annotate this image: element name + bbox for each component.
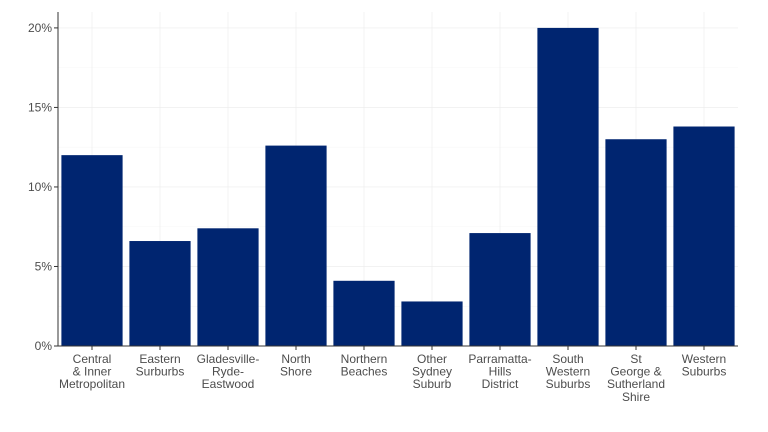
x-tick-label: South Western Suburbs (546, 352, 591, 391)
x-tick-label-line: Shire (622, 390, 650, 404)
x-tick-label-line: Hills (489, 365, 512, 379)
bar (333, 280, 395, 346)
x-tick-label: North Shore (280, 352, 312, 379)
x-tick-label-line: & Inner (73, 365, 112, 379)
bar (197, 228, 259, 346)
x-tick-label-line: Sydney (412, 365, 452, 379)
x-tick-label: Western Suburbs (682, 352, 727, 379)
x-tick-label-line: Central (73, 352, 112, 366)
bar (265, 145, 327, 346)
x-tick-label-line: Sutherland (607, 377, 665, 391)
y-tick-label: 20% (28, 21, 52, 35)
x-tick-label-line: Western (682, 352, 726, 366)
x-tick-label: Parramatta-Hills District (468, 352, 531, 391)
bar (537, 27, 599, 347)
y-tick-label: 5% (35, 259, 53, 273)
x-tick-label-line: Eastwood (202, 377, 255, 391)
y-tick-label: 10% (28, 180, 52, 194)
x-tick-label-line: Ryde- (212, 365, 244, 379)
x-tick-label-line: Western (546, 365, 590, 379)
x-tick-label-line: Beaches (341, 365, 388, 379)
x-tick-label-line: Gladesville- (197, 352, 260, 366)
x-tick-label-line: Suburbs (682, 365, 727, 379)
y-tick-label: 0% (35, 339, 53, 353)
x-tick-label: Eastern Surburbs (136, 352, 185, 379)
x-tick-label-line: Northern (341, 352, 388, 366)
x-tick-label: Central & Inner Metropolitan (59, 352, 125, 391)
x-tick-label-line: George & (610, 365, 661, 379)
y-tick-label: 15% (28, 100, 52, 114)
x-tick-label-line: Surburbs (136, 365, 185, 379)
x-axis-ticks: Central & Inner Metropolitan Eastern Surburb… (59, 346, 726, 404)
x-tick-label-line: Metropolitan (59, 377, 125, 391)
bar (61, 155, 123, 346)
x-tick-label-line: Parramatta- (468, 352, 531, 366)
x-tick-label: Gladesville-Ryde-Eastwood (197, 352, 260, 391)
x-tick-label: St George & Sutherland Shire (607, 352, 665, 404)
x-tick-label-line: Shore (280, 365, 312, 379)
bar (401, 301, 463, 346)
bar (605, 139, 667, 346)
x-tick-label: Northern Beaches (341, 352, 388, 379)
x-tick-label-line: District (482, 377, 519, 391)
x-tick-label: Other Sydney Suburb (412, 352, 452, 391)
x-tick-label-line: Eastern (139, 352, 180, 366)
x-tick-label-line: South (552, 352, 583, 366)
x-tick-label-line: St (630, 352, 642, 366)
bar (129, 241, 191, 346)
y-axis-ticks: 0% 5% 10% 15% 20% (28, 21, 58, 353)
x-tick-label-line: Suburb (413, 377, 452, 391)
x-tick-label-line: Suburbs (546, 377, 591, 391)
bar (673, 126, 735, 346)
bar (469, 233, 531, 346)
x-tick-label-line: Other (417, 352, 447, 366)
x-tick-label-line: North (281, 352, 310, 366)
bars (61, 27, 735, 347)
